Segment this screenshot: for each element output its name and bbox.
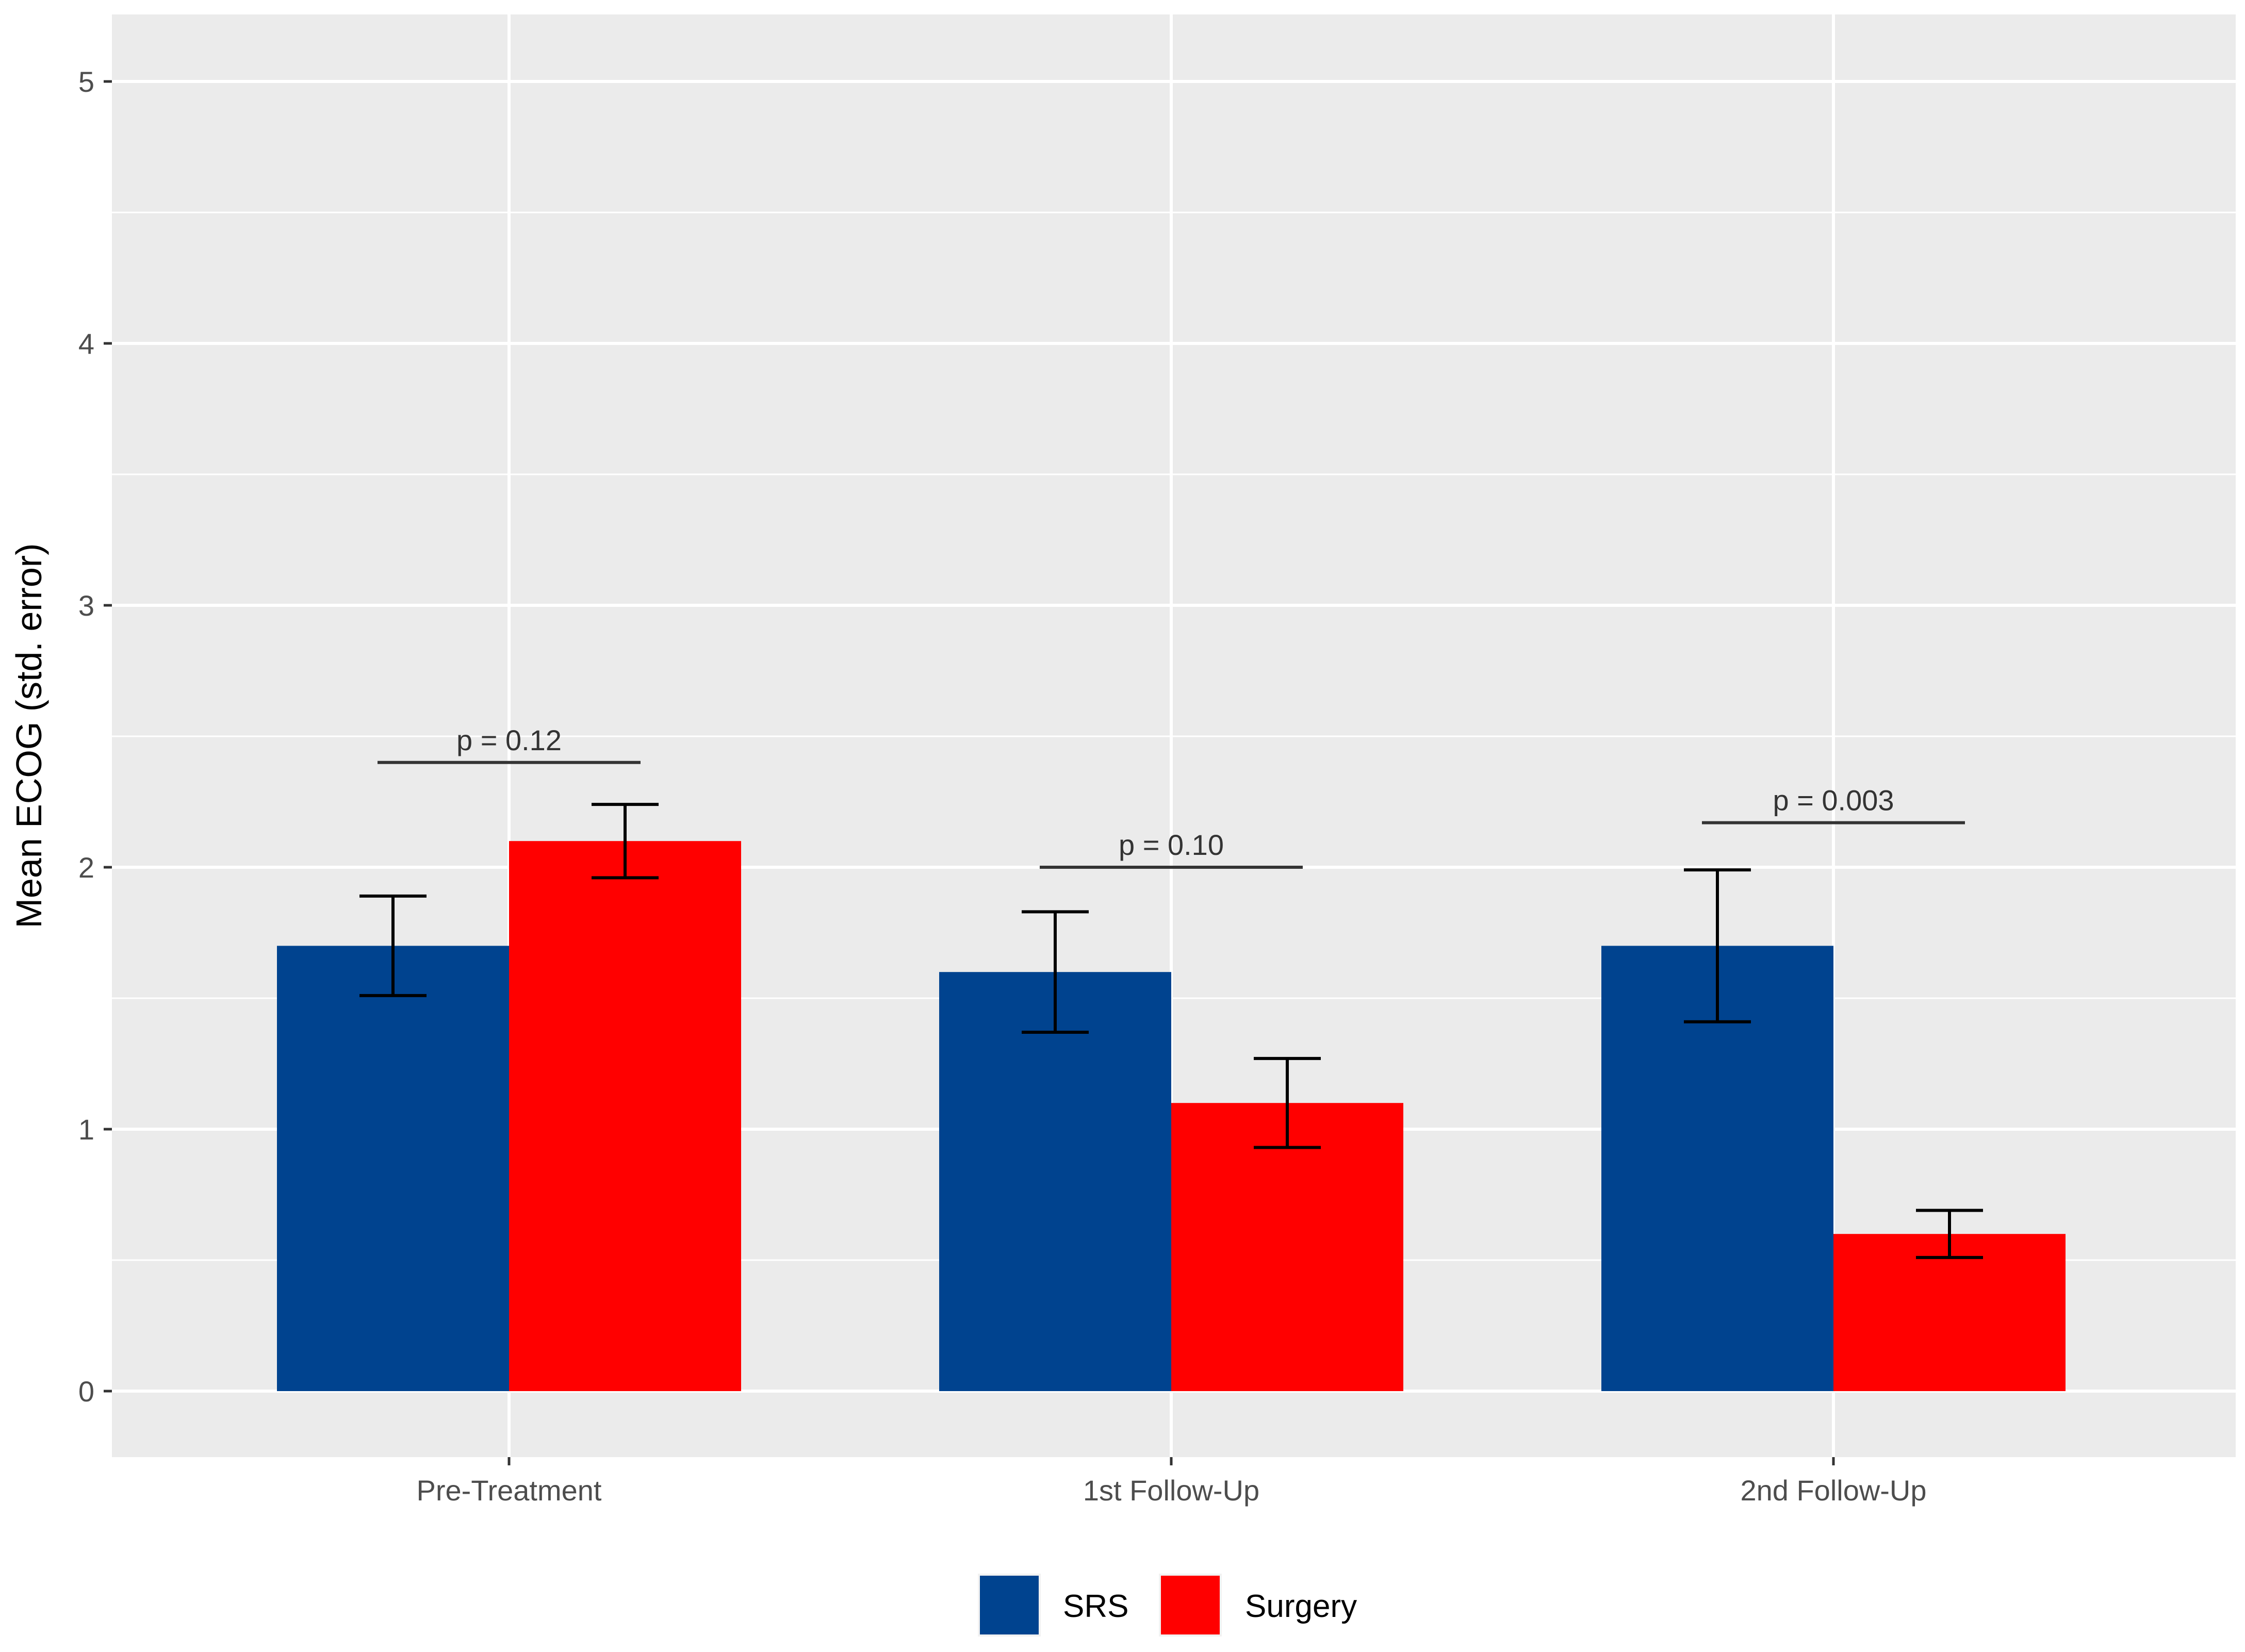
bar-srs — [277, 946, 509, 1391]
error-bar — [1254, 1056, 1321, 1149]
y-tick-label: 2 — [78, 851, 94, 884]
bar-surgery — [1833, 1234, 2066, 1391]
y-tick-label: 5 — [78, 65, 94, 98]
y-tick-label: 4 — [78, 327, 94, 360]
error-bar — [359, 894, 427, 997]
error-bar — [1684, 868, 1751, 1023]
p-value-label: p = 0.12 — [456, 724, 562, 756]
bar-surgery — [1171, 1103, 1403, 1391]
y-axis-title: Mean ECOG (std. error) — [9, 543, 49, 929]
x-tick-label: 1st Follow-Up — [1083, 1474, 1259, 1507]
x-axis: Pre-Treatment 1st Follow-Up 2nd Follow-Up — [417, 1457, 1927, 1507]
x-tick-label: 2nd Follow-Up — [1740, 1474, 1926, 1507]
y-axis: 0 1 2 3 4 5 — [78, 65, 112, 1408]
y-tick-label: 0 — [78, 1375, 94, 1408]
legend-label: SRS — [1063, 1589, 1128, 1624]
p-value-label: p = 0.003 — [1773, 784, 1894, 817]
error-bar — [1916, 1209, 1983, 1259]
legend-item-srs: SRS — [978, 1574, 1128, 1637]
y-tick-label: 1 — [78, 1113, 94, 1146]
x-tick-label: Pre-Treatment — [417, 1474, 602, 1507]
error-bar — [1022, 910, 1089, 1034]
legend-label: Surgery — [1245, 1589, 1357, 1624]
bar-surgery — [509, 841, 741, 1391]
legend: SRS Surgery — [978, 1574, 1357, 1637]
error-bar — [592, 803, 659, 880]
bars — [277, 841, 2066, 1391]
significance-annotations: p = 0.12 p = 0.10 p = 0.003 — [378, 724, 1965, 869]
legend-item-surgery: Surgery — [1159, 1574, 1357, 1637]
error-bars — [359, 803, 1983, 1259]
major-gridlines — [112, 14, 2236, 1457]
y-tick-label: 3 — [78, 589, 94, 622]
legend-swatch — [978, 1574, 1041, 1637]
legend-swatch — [1159, 1574, 1222, 1637]
p-value-label: p = 0.10 — [1119, 829, 1224, 861]
bar-srs — [939, 972, 1171, 1391]
